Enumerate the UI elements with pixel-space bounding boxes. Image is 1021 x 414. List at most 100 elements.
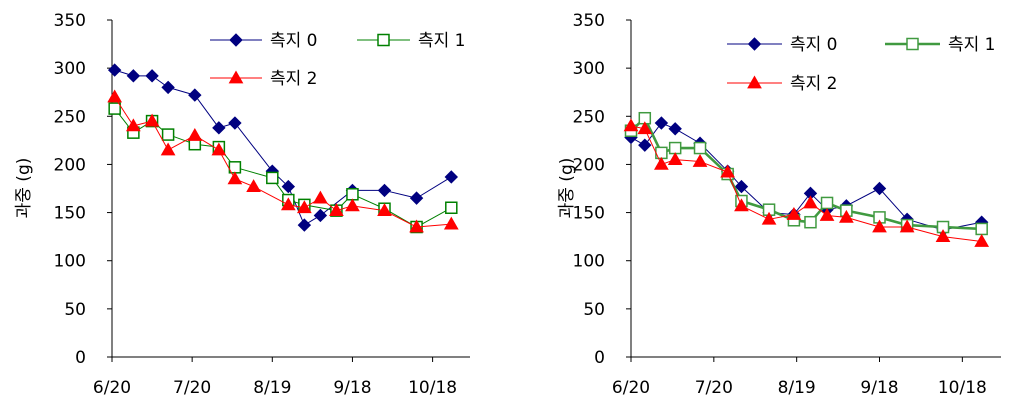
chart2-y-tick-label: 150 — [573, 204, 605, 224]
chart1-series-1-point — [228, 116, 242, 130]
chart1-series-1-point — [145, 69, 159, 83]
chart1-series-1-point — [188, 88, 202, 102]
chart1-x-tick-label: 8/19 — [253, 378, 291, 398]
chart2-y-axis-title: 과중 (g) — [557, 158, 577, 219]
chart2-series-3-point — [819, 207, 835, 221]
chart2-series-3-point — [803, 195, 818, 209]
chart1-legend-label: 측지 1 — [418, 31, 466, 51]
chart1-y-tick-label: 50 — [64, 300, 86, 320]
chart2-series-1-line — [630, 122, 982, 231]
chart1-series-3-point — [329, 203, 344, 217]
chart2-series-2-point — [668, 141, 682, 155]
chart1-series-1-point — [377, 183, 392, 198]
chart1-series-2-point — [161, 128, 175, 141]
chart1-y-tick-label: 250 — [54, 107, 86, 127]
chart2-series-1-point — [668, 122, 682, 136]
chart1-y-tick-label: 100 — [54, 252, 86, 272]
chart2-y-tick-label: 250 — [573, 107, 605, 127]
chart2-series-2-point — [693, 141, 707, 155]
chart1-series-3-point — [296, 200, 312, 214]
chart1-series-3-point — [144, 113, 160, 127]
chart1-series-1-point — [212, 121, 226, 135]
chart1-legend-label: 측지 0 — [270, 31, 318, 51]
chart2-x-tick-label: 6/20 — [612, 378, 650, 398]
chart2-series-3-point — [761, 211, 777, 225]
chart1-series-3-point — [443, 216, 459, 230]
chart1-series-1-point — [409, 191, 424, 205]
chart1-y-tick-label: 350 — [54, 11, 86, 31]
chart2-series-2-point — [820, 196, 834, 210]
chart1-series-3-point — [107, 89, 123, 103]
chart2-series-3-point — [692, 154, 708, 167]
chart2-x-tick-label: 8/19 — [778, 378, 816, 398]
chart1-y-tick-label: 0 — [75, 348, 86, 368]
chart1-x-tick-label: 10/18 — [408, 378, 457, 398]
chart1-series-3-point — [126, 118, 141, 132]
chart1-series-3-point — [160, 142, 176, 156]
chart1-series-3-line — [114, 96, 452, 228]
chart1-series-2-point — [445, 201, 458, 215]
chart1-series-1-point — [313, 208, 328, 223]
chart2-series-3-point — [935, 229, 951, 243]
chart1-series-1-point — [444, 170, 459, 184]
chart2-legend-marker — [906, 37, 919, 51]
chart1-series-1-point — [281, 179, 296, 194]
chart1-series-3-point — [187, 128, 203, 141]
chart1-series-1-point — [297, 218, 312, 232]
chart2-x-tick-label: 10/18 — [938, 378, 987, 398]
chart2-series-3-line — [630, 125, 982, 242]
chart1-series-3-point — [280, 197, 296, 211]
chart2-series-3-point — [974, 233, 990, 247]
chart2-series-3-point — [667, 152, 683, 165]
chart2-series-3-point — [637, 121, 653, 135]
chart2-series-1-point — [734, 179, 749, 194]
chart2-y-tick-label: 300 — [573, 59, 605, 79]
chart2-series-3-point — [654, 156, 669, 170]
chart2-series-2-point — [975, 222, 988, 236]
chart1-y-tick-label: 150 — [54, 204, 86, 224]
chart2-series-3-point — [720, 164, 736, 178]
chart2-series-2-line — [630, 116, 982, 231]
chart2-y-tick-label: 200 — [573, 155, 605, 175]
chart1-legend-marker — [377, 33, 390, 47]
chart2-series-3-point — [623, 118, 639, 132]
chart1-series-2-point — [346, 188, 359, 201]
chart1-series-3-point — [313, 190, 328, 204]
chart1-series-1-point — [107, 63, 122, 77]
chart2-legend-marker — [747, 37, 762, 51]
chart1-legend-marker — [229, 33, 243, 47]
chart2-series-3-point — [872, 219, 887, 233]
chart2-series-3-point — [899, 219, 915, 233]
chart1-x-tick-label: 9/18 — [333, 378, 371, 398]
chart1-series-3-point — [211, 142, 227, 156]
chart2-series-1-point — [872, 181, 887, 196]
chart2-y-tick-label: 0 — [594, 348, 605, 368]
chart1-series-2-point — [108, 102, 121, 115]
chart1-series-3-point — [246, 179, 261, 192]
chart2-series-3-point — [786, 206, 802, 220]
chart2-series-3-point — [734, 198, 749, 212]
chart1-series-1-point — [161, 80, 175, 95]
chart2-series-2-point — [804, 215, 817, 229]
chart2-y-tick-label: 50 — [583, 300, 605, 320]
chart1-legend-marker — [228, 70, 244, 84]
chart1-series-3-point — [409, 219, 424, 233]
chart1-series-3-point — [345, 198, 360, 212]
chart2-y-tick-label: 100 — [573, 252, 605, 272]
chart2-legend-label: 측지 2 — [790, 74, 838, 94]
chart1-x-tick-label: 7/20 — [173, 378, 211, 398]
chart1-legend-label: 측지 2 — [270, 69, 318, 89]
chart1-series-2-point — [266, 171, 279, 185]
chart1-series-1-point — [126, 69, 141, 83]
chart2-series-1-point — [654, 116, 669, 130]
chart2-x-tick-label: 9/18 — [860, 378, 898, 398]
chart2-legend-label: 측지 1 — [948, 35, 996, 55]
chart2-legend-marker — [747, 75, 762, 89]
chart2-legend-label: 측지 0 — [790, 35, 838, 55]
chart1-x-tick-label: 6/20 — [93, 378, 131, 398]
chart1-y-axis-title: 과중 (g) — [14, 158, 34, 219]
chart2-series-1-point — [638, 138, 652, 152]
chart2-x-tick-label: 7/20 — [695, 378, 733, 398]
